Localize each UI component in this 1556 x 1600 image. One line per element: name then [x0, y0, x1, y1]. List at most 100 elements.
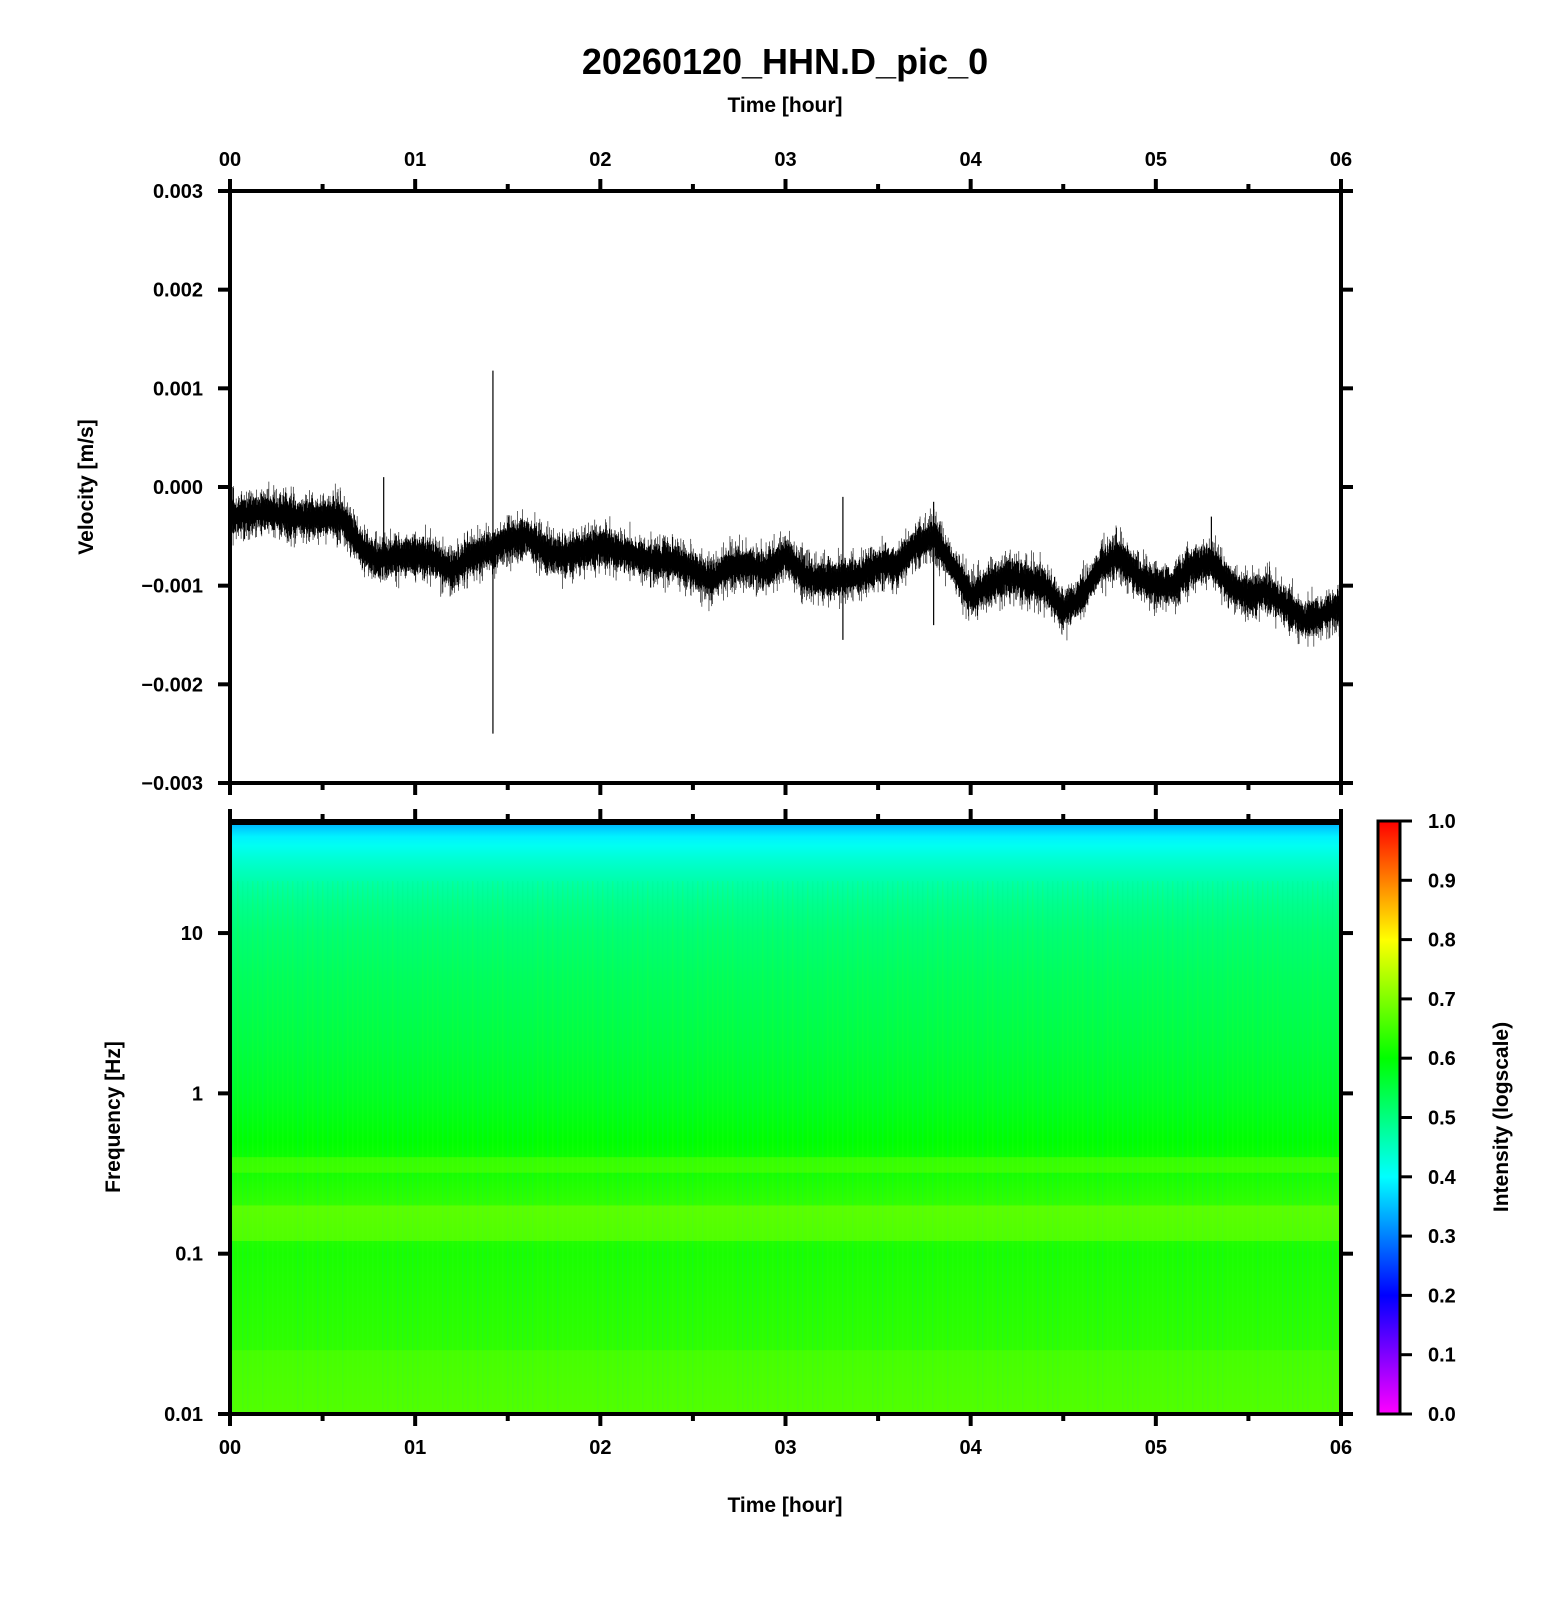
spectrogram-stripe [987, 881, 989, 1412]
spectrogram-stripe [522, 881, 524, 1412]
spectrogram-stripe [617, 881, 619, 1412]
spectrogram-stripe [232, 881, 234, 1412]
waveform-y-tick-label: −0.003 [141, 773, 203, 795]
waveform-top-x-tick-label: 05 [1145, 149, 1167, 171]
spectrogram-stripe [962, 881, 964, 1412]
spectrogram-stripe [447, 881, 449, 1412]
spectrogram-stripe [1102, 881, 1104, 1412]
spectrogram-stripe [1077, 881, 1079, 1412]
spectrogram-stripe [562, 881, 564, 1412]
waveform-top-x-tick-label: 02 [589, 149, 611, 171]
spectrogram-bottom-x-tick-label: 04 [960, 1437, 983, 1459]
spectrogram-stripe [932, 881, 934, 1412]
spectrogram-stripe [532, 881, 534, 1412]
spectrogram-stripe [342, 881, 344, 1412]
spectrogram-stripe [652, 881, 654, 1412]
spectrogram-bottom-x-tick-label: 05 [1145, 1437, 1167, 1459]
waveform-top-x-tick-label: 04 [960, 149, 983, 171]
spectrogram-stripe [1187, 881, 1189, 1412]
waveform-core [230, 506, 1341, 626]
spectrogram-stripe [1087, 881, 1089, 1412]
colorbar: 1.0 0.9 0.8 0.7 0.6 0.5 0.4 0.3 0.2 0.1 0.0 Intens… [1376, 811, 1513, 1426]
spectrogram-stripe [707, 881, 709, 1412]
spectrogram-stripe [612, 881, 614, 1412]
spectrogram-bottom-x-tick-label: 03 [774, 1437, 796, 1459]
spectrogram-stripe [872, 881, 874, 1412]
spectrogram-stripe [837, 881, 839, 1412]
frequency-tick-label: 1 [192, 1083, 203, 1105]
spectrogram-stripe [497, 881, 499, 1412]
spectrogram-stripe [1117, 881, 1119, 1412]
spectrogram-stripe [1047, 881, 1049, 1412]
spectrogram-stripe [337, 881, 339, 1412]
colorbar-gradient [1376, 819, 1402, 1416]
spectrogram-stripe [672, 881, 674, 1412]
spectrogram-stripe [1202, 881, 1204, 1412]
spectrogram-stripe [1312, 881, 1314, 1412]
spectrogram-stripe [1297, 881, 1299, 1412]
spectrogram-stripe [602, 881, 604, 1412]
waveform-top-x-tick-label: 06 [1330, 149, 1352, 171]
spectrogram-stripe [777, 881, 779, 1412]
spectrogram-stripe [307, 881, 309, 1412]
spectrogram-stripe [802, 881, 804, 1412]
spectrogram-stripe [442, 881, 444, 1412]
spectrogram-stripe [1277, 881, 1279, 1412]
colorbar-tick-label: 0.1 [1428, 1345, 1456, 1367]
spectrogram-stripe [1027, 881, 1029, 1412]
spectrogram-stripe [637, 881, 639, 1412]
spectrogram-x-ticks: 00 01 02 03 04 05 06 [219, 809, 1352, 1459]
spectrogram-stripe [922, 881, 924, 1412]
spectrogram-stripe [462, 881, 464, 1412]
spectrogram-stripe [302, 881, 304, 1412]
spectrogram-stripe [952, 881, 954, 1412]
spectrogram-stripe [582, 881, 584, 1412]
spectrogram-stripe [382, 881, 384, 1412]
spectrogram-stripe [797, 881, 799, 1412]
spectrogram-stripe [1257, 881, 1259, 1412]
velocity-axis-label: Velocity [m/s] [75, 419, 98, 554]
waveform-y-tick-label: 0.003 [153, 181, 203, 203]
spectrogram-stripe [907, 881, 909, 1412]
colorbar-tick-label: 0.5 [1428, 1108, 1456, 1130]
spectrogram-stripe [852, 881, 854, 1412]
spectrogram-stripe [327, 881, 329, 1412]
spectrogram-stripe [1252, 881, 1254, 1412]
spectrogram-stripe [1137, 881, 1139, 1412]
spectrogram-stripe [352, 881, 354, 1412]
spectrogram-stripe [362, 881, 364, 1412]
spectrogram-stripe [1032, 881, 1034, 1412]
spectrogram-stripe [1002, 881, 1004, 1412]
spectrogram-stripe [1232, 881, 1234, 1412]
colorbar-tick-label: 0.6 [1428, 1048, 1456, 1070]
spectrogram-stripe [407, 881, 409, 1412]
spectrogram-stripe [747, 881, 749, 1412]
spectrogram-stripe [842, 881, 844, 1412]
spectrogram-stripe [1052, 881, 1054, 1412]
spectrogram-stripe [567, 881, 569, 1412]
frequency-tick-label: 0.01 [164, 1404, 203, 1426]
spectrogram-stripe [552, 881, 554, 1412]
spectrogram-stripe [402, 881, 404, 1412]
spectrogram-stripe [1322, 881, 1324, 1412]
spectrogram-stripe [887, 881, 889, 1412]
spectrogram-stripe [767, 881, 769, 1412]
spectrogram-stripe [457, 881, 459, 1412]
spectrogram-stripe [437, 881, 439, 1412]
spectrogram-stripe [512, 881, 514, 1412]
waveform-x-ticks: 00 01 02 03 04 05 06 [219, 149, 1352, 795]
spectrogram-stripe [392, 881, 394, 1412]
spectrogram-stripe [377, 881, 379, 1412]
spectrogram-stripe [452, 881, 454, 1412]
waveform-top-x-tick-label: 01 [404, 149, 426, 171]
spectrogram-stripe [242, 881, 244, 1412]
spectrogram-stripe [1177, 881, 1179, 1412]
chart-title: 20260120_HHN.D_pic_0 [582, 41, 988, 82]
spectrogram-stripe [587, 881, 589, 1412]
spectrogram-stripe [422, 881, 424, 1412]
bottom-x-axis-label: Time [hour] [727, 1494, 842, 1517]
top-x-axis-label: Time [hour] [727, 94, 842, 117]
spectrogram-stripe [387, 881, 389, 1412]
colorbar-tick-label: 0.4 [1428, 1167, 1457, 1189]
